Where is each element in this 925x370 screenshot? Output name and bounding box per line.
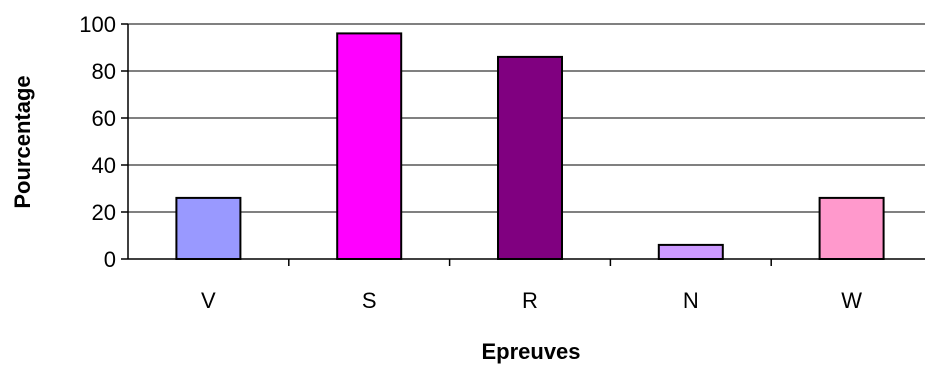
y-tick-label: 100	[79, 12, 116, 37]
y-axis-title: Pourcentage	[10, 75, 35, 208]
y-tick-label: 80	[92, 59, 116, 84]
y-tick-label: 40	[92, 153, 116, 178]
y-axis-ticks: 0 20 40 60 80 100	[79, 12, 128, 272]
bar-V	[175, 196, 242, 260]
bars	[175, 32, 885, 261]
x-tick-label: R	[522, 288, 538, 313]
bar-N	[657, 243, 724, 260]
bar-S	[336, 32, 403, 261]
y-tick-label: 60	[92, 106, 116, 131]
x-tick-label: N	[683, 288, 699, 313]
y-tick-label: 0	[104, 247, 116, 272]
x-tick-label: V	[201, 288, 216, 313]
bar-R	[497, 55, 563, 261]
x-tick-label: W	[841, 288, 862, 313]
x-axis-title: Epreuves	[481, 339, 580, 364]
x-tick-label: S	[362, 288, 377, 313]
bar-W	[818, 196, 885, 260]
y-tick-label: 20	[92, 200, 116, 225]
